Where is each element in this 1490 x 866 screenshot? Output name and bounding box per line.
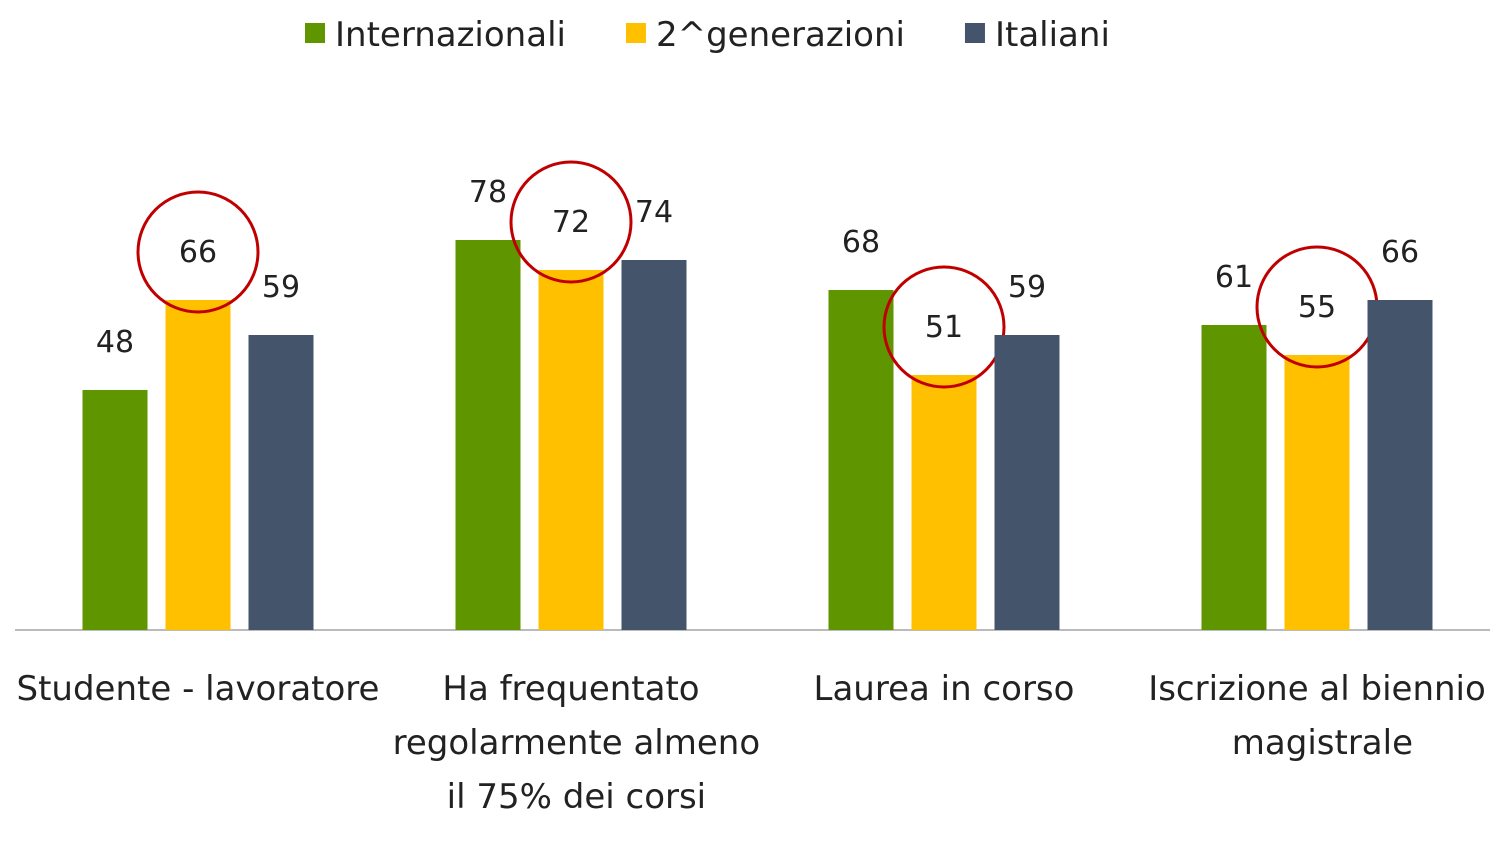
legend-label: Italiani	[995, 15, 1110, 55]
bar	[1201, 325, 1267, 630]
highlight-circle	[136, 190, 260, 314]
value-label: 51	[925, 310, 963, 345]
highlight-circle	[882, 265, 1006, 389]
bar	[1367, 300, 1433, 630]
value-label: 66	[179, 235, 217, 270]
bar	[621, 260, 687, 630]
value-label: 66	[1381, 235, 1419, 270]
bar	[828, 290, 894, 630]
x-tick-label: Ha frequentato regolarmente almeno il 75…	[382, 669, 760, 817]
bar	[165, 300, 231, 630]
value-label: 68	[842, 225, 880, 260]
value-label: 61	[1215, 260, 1253, 295]
value-label: 74	[635, 195, 673, 230]
legend-swatch	[964, 23, 985, 43]
x-tick-label: Studente - lavoratore	[17, 669, 380, 709]
value-label: 48	[96, 325, 134, 360]
legend-swatch	[305, 23, 325, 43]
bar	[994, 335, 1060, 630]
legend-label: Internazionali	[335, 15, 566, 55]
value-label: 78	[469, 175, 507, 210]
bar	[538, 270, 604, 630]
value-label: 59	[1008, 270, 1046, 305]
bar	[455, 240, 521, 630]
bar	[82, 390, 148, 630]
bar	[248, 335, 314, 630]
value-label: 59	[262, 270, 300, 305]
bar	[911, 375, 977, 630]
highlight-circle	[509, 160, 633, 284]
legend-label: 2^generazioni	[656, 15, 905, 55]
value-label: 72	[552, 205, 590, 240]
value-label: 55	[1298, 290, 1336, 325]
legend-swatch	[625, 23, 646, 43]
bar	[1284, 355, 1350, 630]
x-tick-label: Laurea in corso	[814, 669, 1075, 709]
x-tick-label: Iscrizione al biennio magistrale	[1148, 669, 1486, 763]
